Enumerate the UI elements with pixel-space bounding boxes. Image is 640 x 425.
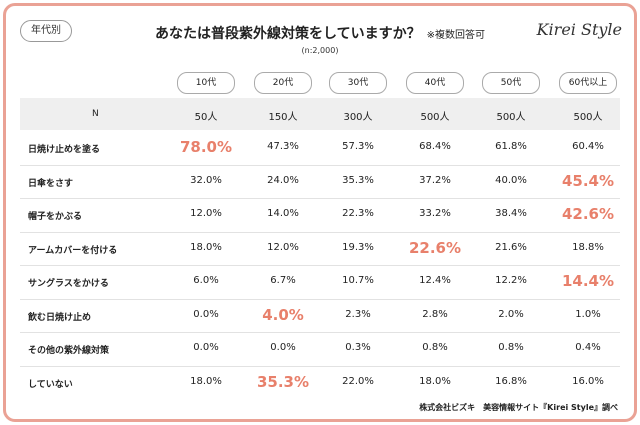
cell: 12.0%	[190, 208, 222, 219]
cell: 6.0%	[193, 275, 219, 286]
column-header: 10代	[177, 72, 235, 94]
cell: 68.4%	[419, 141, 451, 152]
cell: 12.0%	[267, 241, 299, 253]
cell: 57.3%	[342, 141, 374, 152]
highlight-cell: 22.6%	[408, 238, 462, 257]
column-header: 50代	[482, 72, 540, 94]
n-cell: 500人	[573, 112, 603, 123]
cell: 61.8%	[495, 141, 527, 152]
row-separator	[20, 164, 620, 166]
cell: 0.3%	[345, 342, 371, 353]
highlight-cell: 35.3%	[256, 372, 310, 391]
cell: 2.0%	[498, 308, 524, 320]
n-cell: 500人	[496, 112, 526, 123]
column-header: 40代	[406, 72, 464, 94]
sample-size: (n:2,000)	[301, 46, 339, 55]
cell: 16.8%	[495, 375, 527, 387]
highlight-cell: 42.6%	[561, 205, 615, 223]
cell: 38.4%	[495, 208, 527, 219]
cell: 18.0%	[190, 375, 222, 387]
row-label: N	[92, 109, 99, 119]
cell: 0.8%	[498, 342, 524, 353]
cell: 10.7%	[342, 275, 374, 286]
row-label: 日傘をさす	[28, 178, 74, 189]
row-label: サングラスをかける	[28, 279, 109, 289]
cell: 0.8%	[422, 342, 448, 353]
cell: 18.8%	[572, 241, 604, 253]
row-separator	[20, 265, 620, 266]
cell: 47.3%	[267, 141, 299, 152]
highlight-cell: 78.0%	[179, 138, 233, 156]
cell: 14.0%	[267, 208, 299, 219]
row-label: 日焼け止めを塗る	[28, 145, 101, 155]
column-header: 30代	[329, 72, 387, 94]
cell: 6.7%	[270, 275, 296, 286]
cell: 2.8%	[422, 308, 448, 320]
n-cell: 50人	[194, 112, 218, 123]
cell: 22.0%	[342, 375, 374, 387]
cell: 21.6%	[495, 241, 527, 253]
footer: 株式会社ビズキ 美容情報サイト『Kirei Style』調べ	[419, 403, 618, 412]
highlight-cell: 14.4%	[561, 272, 615, 290]
cell: 16.0%	[572, 375, 604, 387]
row-separator	[20, 298, 620, 300]
row-label: その他の紫外線対策	[28, 346, 110, 356]
row-separator	[20, 365, 620, 367]
cell: 12.2%	[495, 275, 527, 286]
cell: 35.3%	[342, 174, 374, 186]
logo: Kirei Style	[536, 20, 622, 39]
cell: 60.4%	[572, 141, 604, 152]
n-cell: 500人	[420, 112, 450, 123]
column-header: 20代	[254, 72, 312, 94]
highlight-cell: 4.0%	[262, 305, 304, 324]
n-cell: 300人	[343, 112, 373, 123]
cell: 40.0%	[495, 174, 527, 186]
cell: 0.0%	[193, 342, 219, 353]
row-label: 帽子をかぶる	[28, 212, 83, 222]
cell: 18.0%	[190, 241, 222, 253]
cell: 0.0%	[270, 342, 296, 353]
cell: 32.0%	[190, 174, 222, 186]
frame: 年代別 あなたは普段紫外線対策をしていますか？ ※複数回答可 (n:2,000) …	[3, 3, 637, 422]
cell: 12.4%	[419, 275, 451, 286]
title: あなたは普段紫外線対策をしていますか？	[155, 26, 421, 42]
n-row-bg	[20, 98, 620, 130]
row-label: 飲む日焼け止め	[28, 312, 92, 323]
row-separator	[20, 332, 620, 333]
cell: 22.3%	[342, 208, 374, 219]
title-block: あなたは普段紫外線対策をしていますか？ ※複数回答可	[6, 23, 634, 43]
row-label: アームカバーを付ける	[28, 245, 118, 256]
cell: 1.0%	[575, 308, 601, 320]
cell: 0.0%	[193, 308, 219, 320]
cell: 37.2%	[419, 174, 451, 186]
cell: 2.3%	[345, 308, 371, 320]
cell: 33.2%	[419, 208, 451, 219]
row-label: していない	[28, 379, 73, 390]
row-separator	[20, 231, 620, 233]
cell: 18.0%	[419, 375, 451, 387]
cell: 0.4%	[575, 342, 601, 353]
badge: 年代別	[20, 20, 72, 42]
note: ※複数回答可	[426, 30, 485, 41]
cell: 24.0%	[267, 174, 299, 186]
n-cell: 150人	[268, 112, 298, 123]
cell: 19.3%	[342, 241, 374, 253]
highlight-cell: 45.4%	[561, 171, 615, 190]
row-separator	[20, 198, 620, 199]
column-header: 60代以上	[559, 72, 617, 94]
